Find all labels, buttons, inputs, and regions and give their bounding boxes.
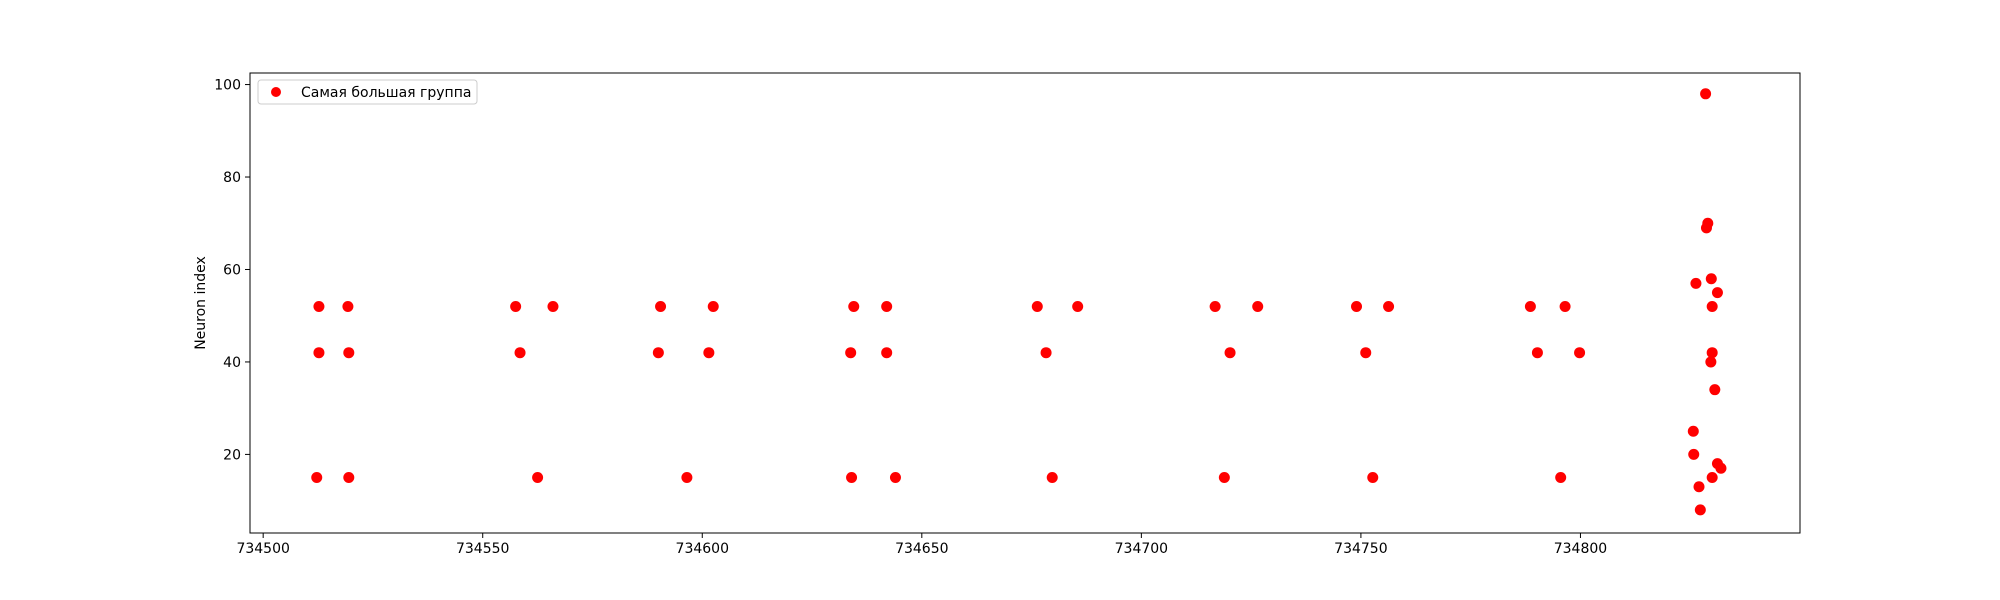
data-point	[846, 472, 858, 484]
data-point	[510, 300, 522, 312]
data-point	[1360, 347, 1372, 359]
x-tick-label: 734500	[236, 541, 289, 557]
x-tick-label: 734600	[676, 541, 729, 557]
x-tick-label: 734700	[1115, 541, 1168, 557]
data-point	[1559, 300, 1571, 312]
x-tick-label: 734750	[1334, 541, 1387, 557]
data-point	[652, 347, 664, 359]
data-point	[1252, 300, 1264, 312]
data-point	[1715, 462, 1727, 474]
y-tick-label: 100	[214, 78, 241, 94]
data-point	[707, 300, 719, 312]
data-point	[1700, 222, 1712, 234]
data-point	[1367, 472, 1379, 484]
data-point	[1224, 347, 1236, 359]
data-point	[343, 347, 355, 359]
data-point	[532, 472, 544, 484]
data-point	[1574, 347, 1586, 359]
legend-box	[257, 79, 478, 105]
data-point	[1693, 481, 1705, 493]
legend-marker	[271, 87, 281, 97]
data-point	[1524, 300, 1536, 312]
data-point	[881, 300, 893, 312]
data-point	[845, 347, 857, 359]
x-tick-label: 734550	[456, 541, 509, 557]
data-point	[1706, 472, 1718, 484]
data-point	[1694, 504, 1706, 516]
data-point	[1209, 300, 1221, 312]
data-point	[703, 347, 715, 359]
data-point	[655, 300, 667, 312]
data-point	[1705, 273, 1717, 285]
data-point	[1383, 300, 1395, 312]
data-point	[343, 472, 355, 484]
data-point	[1705, 356, 1717, 368]
data-point	[1690, 277, 1702, 289]
data-point	[681, 472, 693, 484]
data-point	[1531, 347, 1543, 359]
data-point	[1687, 425, 1699, 437]
legend: Самая большая группа	[257, 79, 478, 105]
data-point	[1218, 472, 1230, 484]
y-tick-label: 80	[223, 170, 241, 186]
x-axis: 734500 734550 734600 734650 734700 734750 7348…	[236, 533, 1607, 557]
y-tick-label: 40	[223, 355, 241, 371]
data-point	[848, 300, 860, 312]
data-point	[313, 300, 325, 312]
data-point	[1351, 300, 1363, 312]
legend-label: Самая большая группа	[301, 85, 471, 101]
y-tick-label: 20	[223, 447, 241, 463]
x-tick-label: 734800	[1554, 541, 1607, 557]
data-point	[1555, 472, 1567, 484]
data-point	[1046, 472, 1058, 484]
data-point	[311, 472, 323, 484]
data-point	[1072, 300, 1084, 312]
data-point	[1688, 448, 1700, 460]
y-tick-label: 60	[223, 262, 241, 278]
data-point	[342, 300, 354, 312]
points-layer	[311, 88, 1727, 516]
data-point	[1031, 300, 1043, 312]
data-point	[1711, 287, 1723, 299]
data-point	[313, 347, 325, 359]
data-point	[1706, 347, 1718, 359]
plot-frame	[249, 72, 1801, 534]
y-axis: 20 40 60 80 100	[214, 78, 250, 463]
data-point	[514, 347, 526, 359]
data-point	[1706, 300, 1718, 312]
data-point	[1700, 88, 1712, 100]
data-point	[1709, 384, 1721, 396]
data-point	[547, 300, 559, 312]
x-tick-label: 734650	[895, 541, 948, 557]
data-point	[889, 472, 901, 484]
data-point	[881, 347, 893, 359]
y-axis-label: Neuron index	[193, 256, 209, 350]
data-point	[1040, 347, 1052, 359]
